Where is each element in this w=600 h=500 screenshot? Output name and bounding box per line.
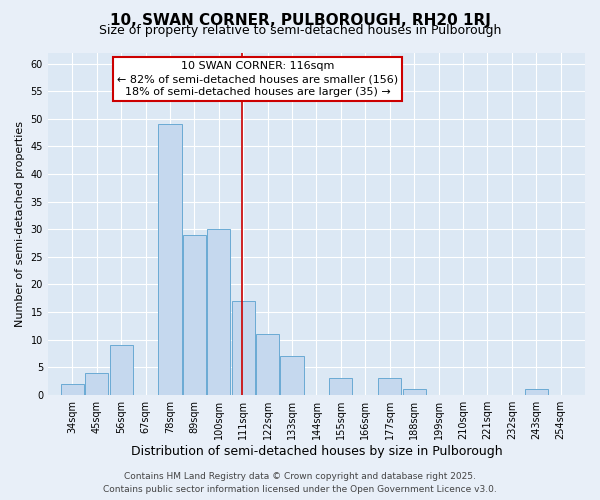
Bar (85, 372, 109, 394)
Bar (256, 334, 279, 394)
Bar (183, 234, 206, 394)
Bar (61, 384, 84, 394)
Text: Contains HM Land Registry data © Crown copyright and database right 2025.
Contai: Contains HM Land Registry data © Crown c… (103, 472, 497, 494)
Text: 10 SWAN CORNER: 116sqm
← 82% of semi-detached houses are smaller (156)
18% of se: 10 SWAN CORNER: 116sqm ← 82% of semi-det… (117, 61, 398, 98)
X-axis label: Distribution of semi-detached houses by size in Pulborough: Distribution of semi-detached houses by … (131, 444, 502, 458)
Bar (329, 378, 352, 394)
Bar (110, 345, 133, 395)
Bar (378, 378, 401, 394)
Text: Size of property relative to semi-detached houses in Pulborough: Size of property relative to semi-detach… (99, 24, 501, 37)
Bar (232, 301, 255, 394)
Text: 10, SWAN CORNER, PULBOROUGH, RH20 1RJ: 10, SWAN CORNER, PULBOROUGH, RH20 1RJ (110, 12, 490, 28)
Bar (280, 356, 304, 395)
Bar (207, 229, 230, 394)
Bar (158, 124, 182, 394)
Bar (403, 389, 426, 394)
Bar (524, 389, 548, 394)
Y-axis label: Number of semi-detached properties: Number of semi-detached properties (15, 120, 25, 326)
